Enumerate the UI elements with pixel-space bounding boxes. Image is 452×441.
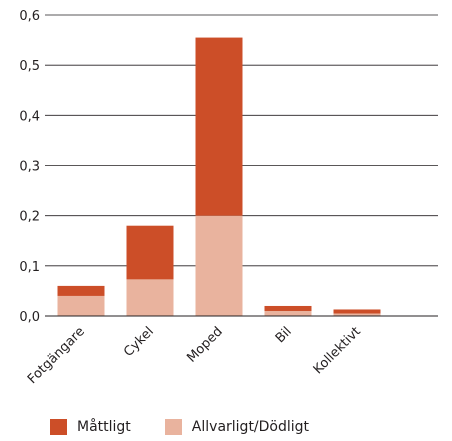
y-tick-label: 0,0 <box>19 310 40 325</box>
y-tick-label: 0,4 <box>19 109 40 124</box>
legend-item-allvarligt: Allvarligt/Dödligt <box>164 419 310 435</box>
bar-segment <box>333 309 381 314</box>
bar-segment <box>333 313 381 316</box>
x-category-label: Fotgängare <box>25 324 88 387</box>
x-category-label: Bil <box>273 324 295 346</box>
y-tick-label: 0,5 <box>19 59 40 74</box>
bar-segment <box>195 215 243 316</box>
legend-label-mattligt: Måttligt <box>77 419 131 435</box>
bars <box>57 37 381 316</box>
x-category-label: Cykel <box>121 324 157 360</box>
legend-label-allvarligt: Allvarligt/Dödligt <box>191 419 310 435</box>
y-tick-label: 0,6 <box>19 9 40 24</box>
bar-segment <box>126 225 174 280</box>
x-category-label: Kollektivt <box>311 324 364 377</box>
legend-item-mattligt: Måttligt <box>50 419 131 435</box>
legend-swatch-mattligt <box>50 419 67 435</box>
x-category-label: Moped <box>184 324 225 365</box>
y-axis-ticks: 0,0 0,1 0,2 0,3 0,4 0,5 0,6 <box>19 9 40 325</box>
y-tick-label: 0,2 <box>19 210 40 225</box>
bar-segment <box>264 305 312 311</box>
bar-segment <box>57 295 105 316</box>
bar-segment <box>195 37 243 216</box>
bar-segment <box>126 279 174 316</box>
legend-swatch-allvarligt <box>164 419 182 435</box>
y-tick-label: 0,1 <box>19 260 40 275</box>
x-axis-categories: Fotgängare Cykel Moped Bil Kollektivt <box>25 324 364 387</box>
legend: Måttligt Allvarligt/Dödligt <box>50 419 343 435</box>
bar-segment <box>264 310 312 316</box>
y-tick-label: 0,3 <box>19 160 40 175</box>
bar-segment <box>57 285 105 296</box>
